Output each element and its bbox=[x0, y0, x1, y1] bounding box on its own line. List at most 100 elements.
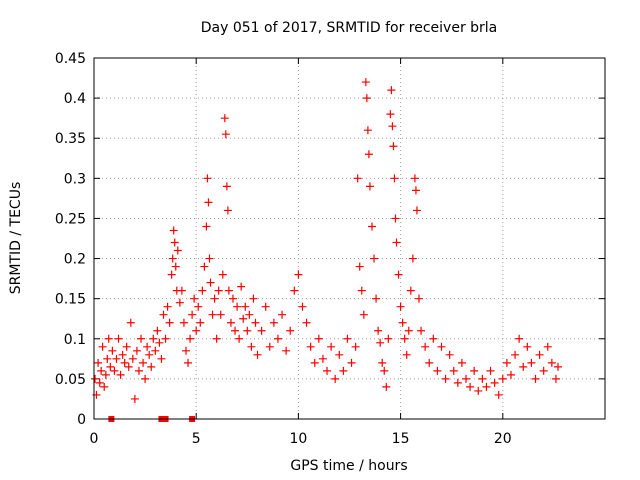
data-point bbox=[190, 294, 199, 303]
data-point bbox=[367, 222, 376, 231]
data-point bbox=[498, 374, 507, 383]
y-tick-label: 0.15 bbox=[55, 292, 86, 308]
data-point bbox=[478, 374, 487, 383]
data-point bbox=[130, 394, 139, 403]
data-point bbox=[376, 338, 385, 347]
data-point bbox=[535, 350, 544, 359]
data-point bbox=[462, 374, 471, 383]
data-point bbox=[145, 350, 154, 359]
data-point bbox=[543, 342, 552, 351]
data-point bbox=[173, 246, 182, 255]
data-point bbox=[359, 310, 368, 319]
data-point bbox=[100, 382, 109, 391]
data-point bbox=[396, 302, 405, 311]
data-point bbox=[257, 326, 266, 335]
data-point bbox=[134, 366, 143, 375]
data-point bbox=[551, 374, 560, 383]
data-point bbox=[502, 358, 511, 367]
data-point bbox=[394, 270, 403, 279]
data-point bbox=[179, 318, 188, 327]
data-point bbox=[453, 378, 462, 387]
data-point bbox=[362, 94, 371, 103]
data-point bbox=[210, 294, 219, 303]
data-point bbox=[506, 370, 515, 379]
data-point bbox=[511, 350, 520, 359]
data-point bbox=[433, 366, 442, 375]
data-point bbox=[294, 270, 303, 279]
grid bbox=[94, 58, 605, 419]
data-point bbox=[231, 326, 240, 335]
y-tick-label: 0 bbox=[77, 412, 86, 428]
data-point bbox=[408, 254, 417, 263]
data-point bbox=[132, 346, 141, 355]
data-point bbox=[361, 78, 370, 87]
data-point bbox=[141, 374, 150, 383]
data-point bbox=[351, 342, 360, 351]
data-point bbox=[168, 254, 177, 263]
data-point bbox=[261, 302, 270, 311]
data-point bbox=[382, 382, 391, 391]
data-point bbox=[392, 238, 401, 247]
axis-ticks bbox=[93, 57, 605, 420]
data-point bbox=[241, 302, 250, 311]
x-tick-label: 15 bbox=[392, 431, 410, 447]
data-point bbox=[402, 350, 411, 359]
data-point bbox=[372, 294, 381, 303]
data-point bbox=[114, 334, 123, 343]
data-point bbox=[265, 342, 274, 351]
data-point bbox=[441, 374, 450, 383]
data-point bbox=[389, 142, 398, 151]
data-point bbox=[139, 358, 148, 367]
data-point bbox=[547, 358, 556, 367]
data-point bbox=[370, 254, 379, 263]
data-point bbox=[124, 362, 133, 371]
data-point bbox=[181, 346, 190, 355]
data-point bbox=[206, 278, 215, 287]
data-point bbox=[380, 366, 389, 375]
data-point bbox=[223, 206, 232, 215]
data-point bbox=[233, 302, 242, 311]
y-tick-label: 0.1 bbox=[64, 332, 86, 348]
data-point bbox=[417, 326, 426, 335]
data-point bbox=[302, 318, 311, 327]
data-point bbox=[306, 342, 315, 351]
data-point bbox=[298, 302, 307, 311]
data-point bbox=[365, 182, 374, 191]
y-tick-label: 0.35 bbox=[55, 131, 86, 147]
data-point bbox=[208, 310, 217, 319]
data-point bbox=[103, 354, 112, 363]
data-point bbox=[335, 350, 344, 359]
data-point bbox=[490, 378, 499, 387]
y-tick-label: 0.4 bbox=[64, 91, 86, 107]
data-point bbox=[519, 362, 528, 371]
data-point bbox=[198, 286, 207, 295]
data-point bbox=[457, 358, 466, 367]
data-point bbox=[91, 374, 100, 383]
data-point bbox=[445, 350, 454, 359]
data-point bbox=[147, 362, 156, 371]
data-point bbox=[527, 358, 536, 367]
data-point bbox=[222, 182, 231, 191]
data-point bbox=[186, 334, 195, 343]
y-tick-label: 0.05 bbox=[55, 372, 86, 388]
data-point bbox=[245, 310, 254, 319]
plot-frame bbox=[93, 57, 606, 420]
data-point bbox=[323, 366, 332, 375]
data-point bbox=[269, 318, 278, 327]
data-point bbox=[170, 238, 179, 247]
data-point bbox=[98, 342, 107, 351]
y-tick-label: 0.3 bbox=[64, 171, 86, 187]
data-point bbox=[391, 214, 400, 223]
data-point bbox=[221, 130, 230, 139]
data-point bbox=[224, 286, 233, 295]
data-point bbox=[169, 226, 178, 235]
data-point bbox=[137, 334, 146, 343]
x-axis-label: GPS time / hours bbox=[290, 458, 407, 474]
data-point bbox=[228, 294, 237, 303]
data-point bbox=[523, 342, 532, 351]
data-point bbox=[384, 334, 393, 343]
data-point bbox=[157, 354, 166, 363]
data-point bbox=[153, 326, 162, 335]
data-point bbox=[194, 302, 203, 311]
x-tick-label: 20 bbox=[494, 431, 512, 447]
